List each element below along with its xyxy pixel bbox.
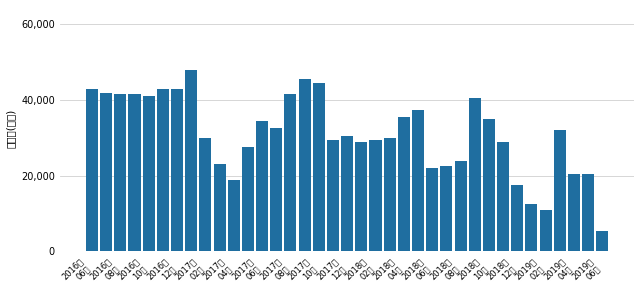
Bar: [327, 140, 339, 251]
Bar: [426, 168, 438, 251]
Bar: [143, 96, 155, 251]
Bar: [369, 140, 381, 251]
Bar: [568, 174, 580, 251]
Bar: [511, 185, 524, 251]
Bar: [299, 79, 310, 251]
Bar: [214, 164, 225, 251]
Bar: [129, 94, 141, 251]
Bar: [554, 130, 566, 251]
Bar: [355, 142, 367, 251]
Bar: [454, 161, 467, 251]
Bar: [398, 117, 410, 251]
Bar: [313, 83, 325, 251]
Bar: [440, 166, 452, 251]
Bar: [115, 94, 126, 251]
Bar: [256, 121, 268, 251]
Bar: [185, 70, 197, 251]
Bar: [228, 180, 240, 251]
Bar: [200, 138, 211, 251]
Bar: [540, 210, 552, 251]
Bar: [284, 94, 296, 251]
Bar: [483, 119, 495, 251]
Bar: [270, 128, 282, 251]
Y-axis label: 거래량(건수): 거래량(건수): [6, 109, 15, 148]
Bar: [468, 98, 481, 251]
Bar: [596, 230, 609, 251]
Bar: [525, 204, 538, 251]
Bar: [171, 89, 183, 251]
Bar: [100, 93, 112, 251]
Bar: [157, 89, 169, 251]
Bar: [341, 136, 353, 251]
Bar: [86, 89, 98, 251]
Bar: [242, 147, 254, 251]
Bar: [383, 138, 396, 251]
Bar: [582, 174, 594, 251]
Bar: [412, 110, 424, 251]
Bar: [497, 142, 509, 251]
